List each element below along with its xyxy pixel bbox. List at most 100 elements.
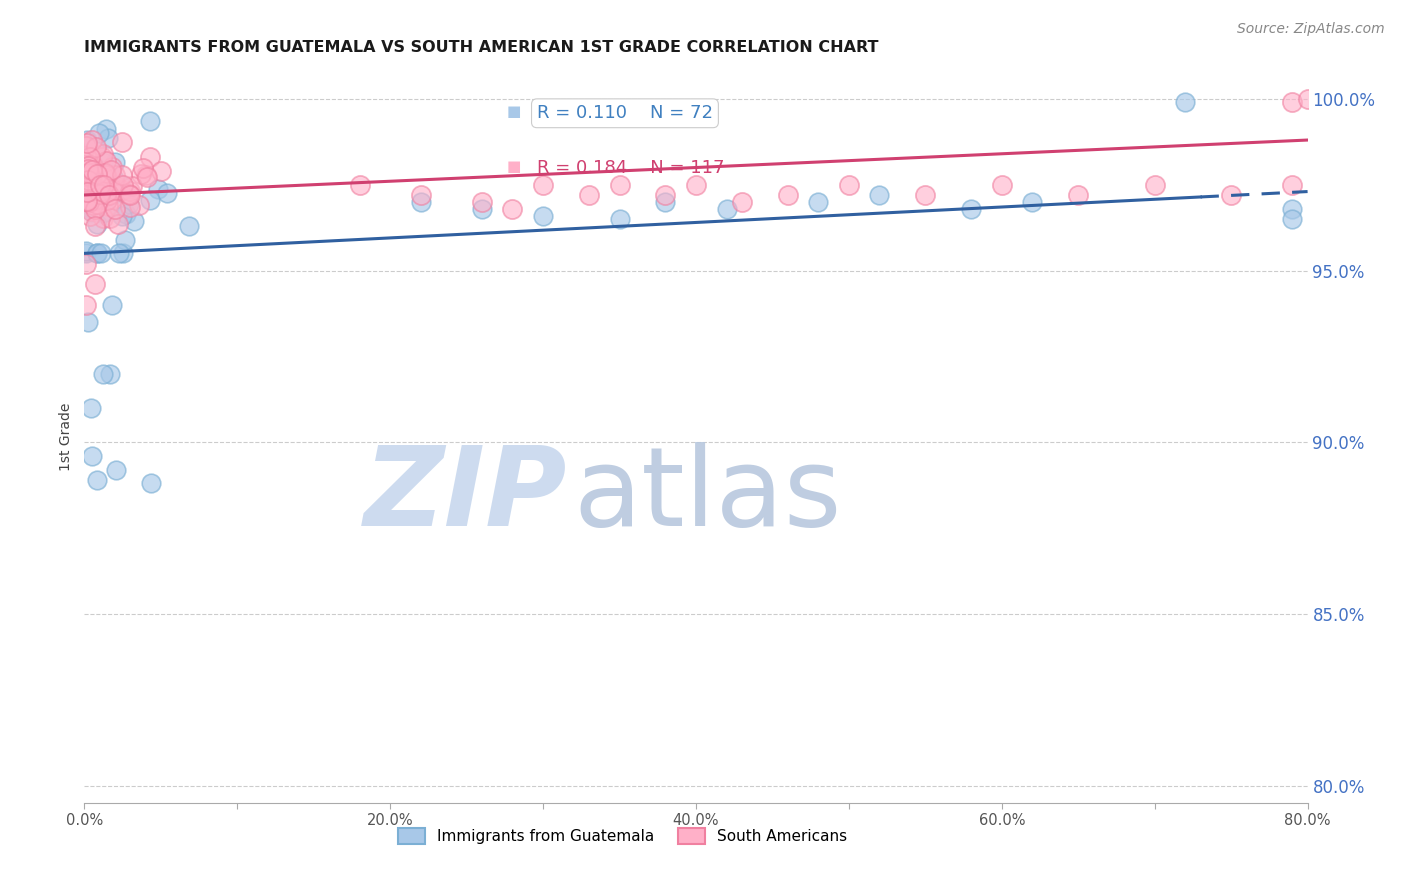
Point xyxy=(87,185,110,199)
Point xyxy=(96,186,118,200)
Text: ZIP: ZIP xyxy=(364,442,568,549)
Point xyxy=(118,197,141,211)
Point xyxy=(87,178,110,193)
Point xyxy=(75,298,97,312)
Point xyxy=(75,149,97,163)
Point xyxy=(79,209,101,223)
Point xyxy=(104,168,127,182)
Point xyxy=(101,298,124,312)
Point xyxy=(93,190,115,204)
Point xyxy=(103,172,125,186)
Point xyxy=(82,198,104,212)
Point xyxy=(105,178,128,193)
Point xyxy=(128,198,150,212)
Point xyxy=(139,476,162,491)
Point xyxy=(86,167,108,181)
Point xyxy=(89,190,111,204)
Point xyxy=(75,173,97,187)
Point xyxy=(139,150,162,164)
Point xyxy=(107,217,129,231)
Point xyxy=(716,202,738,216)
Point xyxy=(90,184,112,198)
Point xyxy=(76,185,98,199)
Point xyxy=(120,200,142,214)
Point xyxy=(94,169,117,183)
Point xyxy=(89,126,111,140)
Point xyxy=(104,202,127,216)
Point xyxy=(121,178,143,193)
Point xyxy=(94,171,117,186)
Point xyxy=(132,161,155,175)
Point xyxy=(1296,92,1319,106)
Point xyxy=(77,153,100,168)
Point xyxy=(104,463,127,477)
Point xyxy=(90,150,112,164)
Point xyxy=(96,154,118,169)
Point xyxy=(531,178,554,192)
Point xyxy=(731,194,754,209)
Point xyxy=(654,194,676,209)
Point xyxy=(84,139,107,153)
Point xyxy=(1067,188,1090,202)
Point xyxy=(609,212,631,227)
Text: Source: ZipAtlas.com: Source: ZipAtlas.com xyxy=(1237,22,1385,37)
Point xyxy=(76,169,98,183)
Point xyxy=(471,194,494,209)
Point xyxy=(77,315,100,329)
Point xyxy=(179,219,201,233)
Point xyxy=(100,182,122,196)
Point xyxy=(75,187,97,202)
Point xyxy=(89,186,111,201)
Point xyxy=(101,188,124,202)
Point xyxy=(94,166,117,180)
Point xyxy=(82,159,104,173)
Point xyxy=(86,187,108,202)
Point xyxy=(89,188,111,202)
Point xyxy=(98,367,121,381)
Point xyxy=(75,201,97,215)
Point xyxy=(86,182,108,196)
Point xyxy=(110,210,132,224)
Point xyxy=(89,188,111,202)
Point xyxy=(79,150,101,164)
Point xyxy=(96,194,118,208)
Point xyxy=(100,162,122,177)
Point xyxy=(86,197,108,211)
Point xyxy=(531,209,554,223)
Point xyxy=(136,170,159,185)
Point xyxy=(80,158,103,172)
Point xyxy=(76,194,98,208)
Point xyxy=(146,182,169,196)
Text: atlas: atlas xyxy=(574,442,842,549)
Point xyxy=(80,162,103,177)
Point xyxy=(91,173,114,187)
Point xyxy=(75,244,97,258)
Point xyxy=(79,179,101,194)
Point xyxy=(82,133,104,147)
Point xyxy=(1021,194,1043,209)
Text: ■: ■ xyxy=(506,159,520,174)
Point xyxy=(111,168,134,182)
Point xyxy=(654,188,676,202)
Point xyxy=(86,246,108,260)
Point xyxy=(111,246,134,260)
Point xyxy=(79,175,101,189)
Point xyxy=(86,246,108,260)
Point xyxy=(76,136,98,150)
Point xyxy=(75,163,97,178)
Point xyxy=(75,138,97,153)
Point xyxy=(97,199,120,213)
Point xyxy=(82,202,104,217)
Point xyxy=(77,159,100,173)
Point xyxy=(79,186,101,200)
Point xyxy=(75,257,97,271)
Text: R = 0.184    N = 117: R = 0.184 N = 117 xyxy=(537,159,724,178)
Point xyxy=(87,196,110,211)
Point xyxy=(138,114,160,128)
Point xyxy=(101,192,124,206)
Point xyxy=(76,193,98,207)
Point xyxy=(79,166,101,180)
Point xyxy=(914,188,936,202)
Point xyxy=(94,191,117,205)
Point xyxy=(94,205,117,219)
